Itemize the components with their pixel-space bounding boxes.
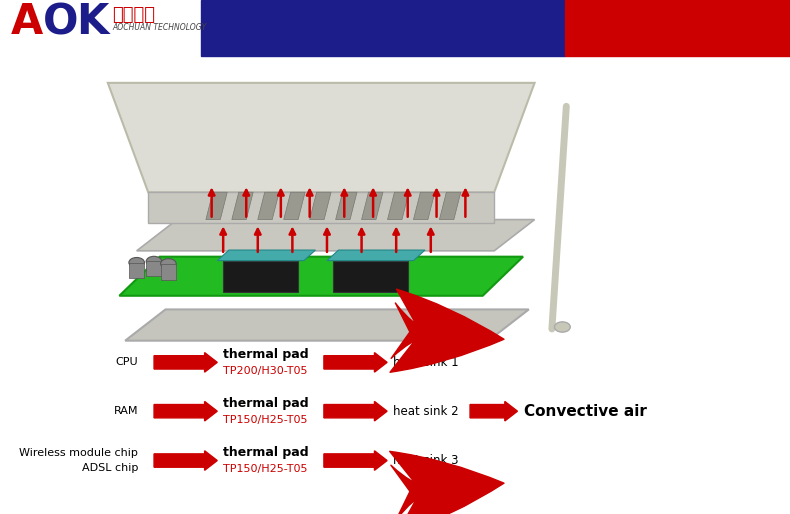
Circle shape: [129, 258, 145, 268]
Bar: [160, 264, 176, 280]
Polygon shape: [388, 192, 409, 219]
Polygon shape: [258, 192, 279, 219]
Polygon shape: [119, 256, 523, 296]
Text: thermal pad: thermal pad: [223, 446, 308, 460]
Polygon shape: [284, 192, 305, 219]
Circle shape: [146, 256, 162, 266]
Polygon shape: [149, 192, 495, 224]
Circle shape: [160, 259, 176, 269]
Polygon shape: [439, 192, 461, 219]
Text: thermal pad: thermal pad: [223, 397, 308, 410]
Polygon shape: [137, 219, 535, 251]
Polygon shape: [223, 261, 298, 292]
FancyArrow shape: [324, 451, 387, 470]
Polygon shape: [206, 192, 228, 219]
Text: CPU: CPU: [115, 357, 138, 368]
Text: 傲川科技: 傲川科技: [112, 6, 155, 25]
Bar: [565, 0, 790, 56]
Polygon shape: [217, 250, 315, 261]
Bar: [129, 263, 145, 278]
Text: A: A: [11, 1, 43, 43]
Polygon shape: [333, 261, 408, 292]
Text: TP200/H30-T05: TP200/H30-T05: [223, 366, 307, 376]
Text: AOCHUAN TECHNOLOGY: AOCHUAN TECHNOLOGY: [112, 23, 206, 32]
Text: TP150/H25-T05: TP150/H25-T05: [223, 415, 307, 425]
FancyArrow shape: [470, 401, 517, 421]
Polygon shape: [327, 250, 425, 261]
Text: O: O: [43, 1, 78, 43]
Text: heat sink 3: heat sink 3: [393, 454, 458, 467]
Text: heat sink 2: heat sink 2: [393, 405, 458, 418]
FancyArrow shape: [154, 451, 217, 470]
Text: RAM: RAM: [114, 406, 138, 416]
Polygon shape: [362, 192, 383, 219]
Bar: [146, 262, 162, 276]
Polygon shape: [107, 83, 535, 192]
FancyArrow shape: [324, 353, 387, 372]
Text: Wireless module chip: Wireless module chip: [20, 448, 138, 458]
Bar: [201, 0, 565, 56]
Text: K: K: [76, 1, 108, 43]
Circle shape: [555, 322, 570, 332]
Text: TP150/H25-T05: TP150/H25-T05: [223, 464, 307, 474]
Polygon shape: [125, 309, 529, 341]
Text: heat sink 1: heat sink 1: [393, 356, 458, 369]
FancyArrow shape: [324, 401, 387, 421]
FancyArrow shape: [154, 401, 217, 421]
Text: thermal pad: thermal pad: [223, 348, 308, 361]
Text: ADSL chip: ADSL chip: [82, 463, 138, 473]
Polygon shape: [336, 192, 357, 219]
Polygon shape: [231, 192, 253, 219]
Text: Convective air: Convective air: [524, 403, 647, 419]
Polygon shape: [413, 192, 435, 219]
Polygon shape: [310, 192, 331, 219]
FancyArrow shape: [154, 353, 217, 372]
